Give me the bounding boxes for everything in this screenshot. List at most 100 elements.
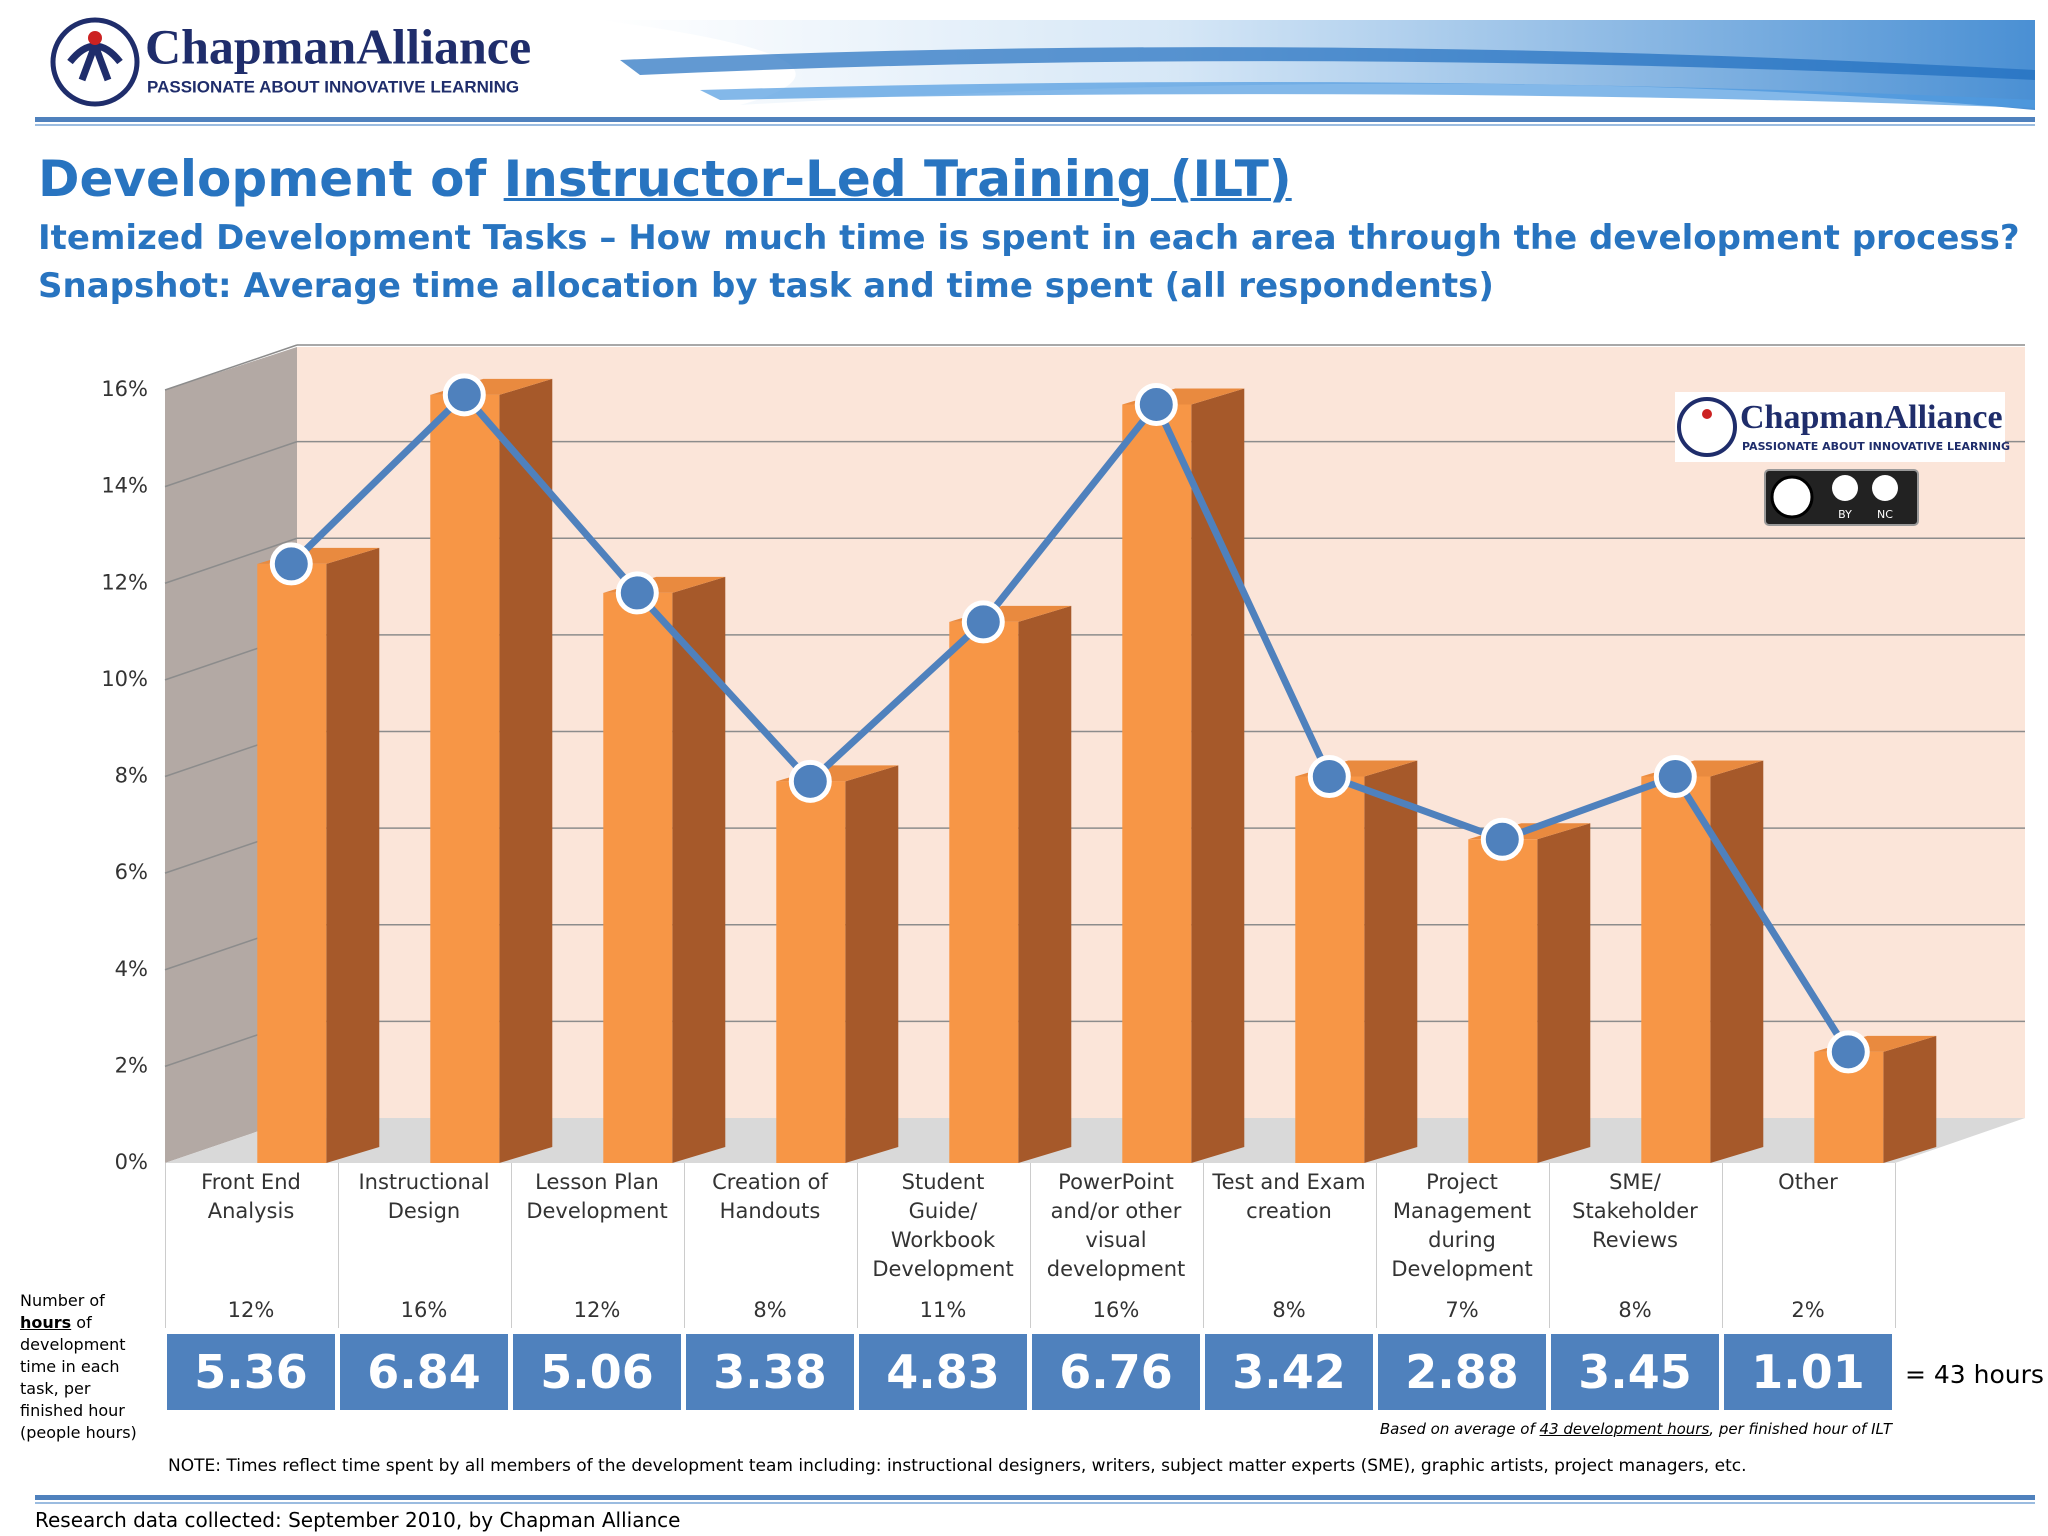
- bar-side: [1537, 823, 1591, 1163]
- line-point: [961, 600, 1005, 644]
- bar: [1295, 776, 1365, 1163]
- table-rule: [684, 1163, 685, 1328]
- hours-cell: 1.01: [1724, 1334, 1892, 1410]
- y-tick-label: 8%: [115, 764, 148, 788]
- y-tick-label: 14%: [101, 474, 148, 498]
- hours-cell: 5.06: [513, 1334, 681, 1410]
- hours-cell: 5.36: [167, 1334, 335, 1410]
- cc-by: BY: [1838, 508, 1852, 521]
- category-label: PowerPoint and/or other visual developme…: [1046, 1170, 1186, 1281]
- bar: [603, 592, 673, 1163]
- brand: ChapmanAlliance: [145, 18, 531, 74]
- y-tick-label: 10%: [101, 667, 148, 691]
- bar: [776, 781, 846, 1163]
- hours-cell: 6.84: [340, 1334, 508, 1410]
- y-tick-label: 4%: [115, 957, 148, 981]
- grid-line: [164, 537, 298, 584]
- bar-side: [1018, 605, 1072, 1163]
- table-rule: [1376, 1163, 1377, 1328]
- value-label: 8%: [753, 1298, 787, 1322]
- cc-icon: [1832, 475, 1858, 501]
- bar-side: [1710, 760, 1764, 1163]
- bar-side: [499, 378, 553, 1163]
- row-note: Number of hours of development time in e…: [20, 1290, 145, 1444]
- badge-mark: [1677, 397, 1737, 457]
- basis-text: Based on average of: [1379, 1420, 1535, 1438]
- line-point: [788, 759, 832, 803]
- tagline: PASSIONATE ABOUT INNOVATIVE LEARNING: [147, 77, 519, 96]
- bar-side: [672, 576, 726, 1163]
- badge-mark: [1702, 409, 1712, 419]
- line-point: [1307, 755, 1351, 798]
- bar-side: [845, 765, 899, 1163]
- bar: [1468, 839, 1538, 1163]
- cc-nc: NC: [1877, 508, 1893, 521]
- table-rule: [1549, 1163, 1550, 1328]
- bar-side: [1191, 388, 1245, 1163]
- cc-badge: BY NC: [1764, 469, 1919, 526]
- bar: [257, 563, 327, 1163]
- chart: 0% 2% 4% 6% 8% 10% 12% 14% 16% ChapmanAlliance PAS…: [101, 344, 2025, 1174]
- header-art: ChapmanAlliance PASSIONATE ABOUT INNOVAT…: [35, 17, 2035, 126]
- rule: [35, 117, 2035, 122]
- value-label: 16%: [400, 1298, 448, 1322]
- line-point: [1134, 382, 1178, 426]
- value-label: 8%: [1618, 1298, 1652, 1322]
- basis: Based on average of 43 development hours…: [1380, 1420, 1892, 1438]
- note: NOTE: Times reflect time spent by all me…: [168, 1456, 1747, 1476]
- category-label: Project Management during Development: [1391, 1170, 1533, 1281]
- table-rule: [1030, 1163, 1031, 1328]
- grid-line: [164, 344, 298, 391]
- value-label: 2%: [1791, 1298, 1825, 1322]
- title-text: Development of: [38, 150, 487, 208]
- category-label: Student Guide/ Workbook Development: [872, 1170, 1014, 1281]
- swoosh: [700, 82, 2035, 108]
- row-note-text: Number of: [20, 1291, 105, 1310]
- badge-brand: ChapmanAlliance: [1740, 399, 2003, 436]
- title: Development of Instructor-Led Training (…: [38, 150, 1292, 208]
- logo-mark: [50, 17, 140, 107]
- bar: [1122, 404, 1192, 1163]
- badge-tagline: PASSIONATE ABOUT INNOVATIVE LEARNING: [1742, 440, 2010, 453]
- y-tick-label: 16%: [101, 377, 148, 401]
- value-label: 11%: [919, 1298, 967, 1322]
- hours-cell: 3.38: [686, 1334, 854, 1410]
- hours-total: = 43 hours: [1905, 1360, 2044, 1389]
- bar-side: [1364, 760, 1418, 1163]
- cc-icon: [1770, 475, 1814, 519]
- line-point: [615, 571, 659, 615]
- table-rule: [338, 1163, 339, 1328]
- value-label: 12%: [227, 1298, 275, 1322]
- basis-text: , per finished hour of ILT: [1709, 1420, 1892, 1438]
- basis-emph: 43 development hours: [1539, 1420, 1710, 1438]
- hours-cell: 3.42: [1205, 1334, 1373, 1410]
- footer: Research data collected: September 2010,…: [35, 1508, 681, 1532]
- row-note-text: of development time in each task, per fi…: [20, 1313, 137, 1442]
- line-point: [1653, 755, 1697, 798]
- hours-cell: 4.83: [859, 1334, 1027, 1410]
- category-label: SME/ Stakeholder Reviews: [1572, 1170, 1698, 1252]
- y-tick-label: 6%: [115, 860, 148, 884]
- logo-mark: [88, 31, 102, 45]
- table-rule: [511, 1163, 512, 1328]
- table-rule: [1722, 1163, 1723, 1328]
- bar-side: [326, 547, 380, 1163]
- hours-cell: 3.45: [1551, 1334, 1719, 1410]
- row-note-emph: hours: [20, 1313, 72, 1332]
- subtitle: Itemized Development Tasks – How much ti…: [38, 218, 2020, 258]
- subtitle: Snapshot: Average time allocation by tas…: [38, 266, 1494, 306]
- table-rule: [1203, 1163, 1204, 1328]
- line-point: [269, 542, 313, 586]
- badge: ChapmanAlliance PASSIONATE ABOUT INNOVATI…: [1675, 392, 2010, 462]
- bar: [949, 621, 1019, 1163]
- hours-cell: 2.88: [1378, 1334, 1546, 1410]
- table-rule: [1895, 1163, 1896, 1328]
- swoosh: [620, 47, 2035, 80]
- hours-cell: 6.76: [1032, 1334, 1200, 1410]
- y-tick-label: 2%: [115, 1053, 148, 1077]
- rule: [35, 1502, 2035, 1504]
- table-rule: [165, 1163, 166, 1328]
- line: [288, 391, 1852, 1054]
- value-label: 16%: [1092, 1298, 1140, 1322]
